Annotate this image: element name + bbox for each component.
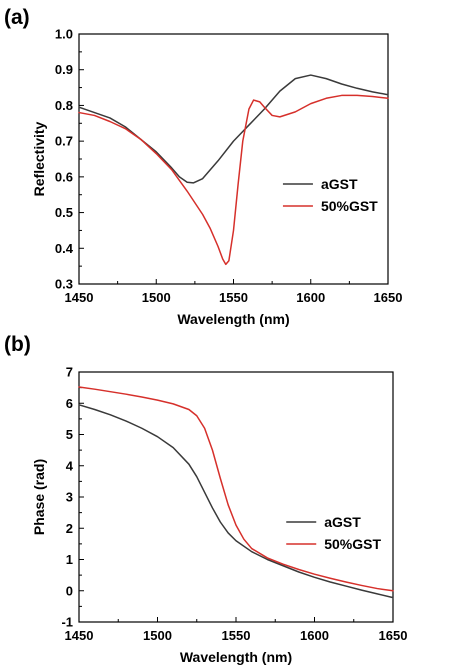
panel-b-label: (b) — [4, 333, 31, 356]
panel-a-label: (a) — [4, 6, 30, 29]
legend-label: aGST — [321, 176, 358, 192]
y-tick-label: 0.7 — [55, 134, 73, 149]
y-axis-label: Phase (rad) — [31, 459, 47, 535]
x-tick-label: 1450 — [65, 290, 94, 305]
x-tick-label: 1650 — [379, 628, 408, 643]
series-line-50-gst — [78, 94, 389, 266]
legend-label: 50%GST — [321, 198, 378, 214]
y-tick-label: 0.3 — [55, 277, 73, 292]
y-tick-label: 0.4 — [55, 241, 74, 256]
y-tick-label: 1 — [66, 552, 73, 567]
y-tick-label: 0.5 — [55, 205, 73, 220]
x-tick-label: 1600 — [296, 290, 325, 305]
legend-label: 50%GST — [324, 536, 381, 552]
legend-label: aGST — [324, 514, 361, 530]
y-tick-label: 4 — [66, 458, 74, 473]
panel-b-plot: 1450 1500 1550 1600 1650 -1 0 1 2 3 4 5 6 7 Wavelength… — [31, 365, 407, 666]
panel-a-plot: 1450 1500 1550 1600 1650 0.3 0.4 0.5 0.6 0.7 0.8 0.… — [31, 27, 402, 328]
series-line-50-gst — [78, 386, 394, 592]
panel-b: (b) 1450 1500 1550 1600 1650 -1 0 1 2 3 4 5 6 7 Wavele… — [4, 333, 407, 665]
x-tick-label: 1550 — [222, 628, 251, 643]
x-tick-label: 1450 — [65, 628, 94, 643]
y-tick-label: 5 — [66, 427, 73, 442]
x-axis-label: Wavelength (nm) — [177, 311, 289, 327]
x-tick-label: 1650 — [374, 290, 403, 305]
series-line-agst — [78, 404, 394, 599]
y-tick-label: 2 — [66, 521, 73, 536]
plot-frame — [78, 371, 394, 623]
y-tick-label: 0.9 — [55, 62, 73, 77]
x-tick-label: 1500 — [142, 290, 171, 305]
y-axis-label: Reflectivity — [31, 121, 47, 196]
x-axis-label: Wavelength (nm) — [180, 649, 292, 665]
panel-a: (a) 1450 1500 1550 1600 1650 0.3 0.4 0.5 0.6 0.7 0… — [4, 6, 402, 327]
y-tick-label: 0.6 — [55, 169, 73, 184]
x-tick-label: 1600 — [300, 628, 329, 643]
y-tick-label: -1 — [61, 615, 73, 630]
x-tick-label: 1500 — [143, 628, 172, 643]
y-tick-label: 0 — [66, 583, 73, 598]
x-tick-label: 1550 — [219, 290, 248, 305]
y-tick-label: 0.8 — [55, 98, 73, 113]
y-tick-label: 3 — [66, 490, 73, 505]
y-tick-label: 7 — [66, 365, 73, 380]
plot-frame — [78, 33, 389, 285]
y-tick-label: 1.0 — [55, 27, 73, 42]
y-tick-label: 6 — [66, 396, 73, 411]
